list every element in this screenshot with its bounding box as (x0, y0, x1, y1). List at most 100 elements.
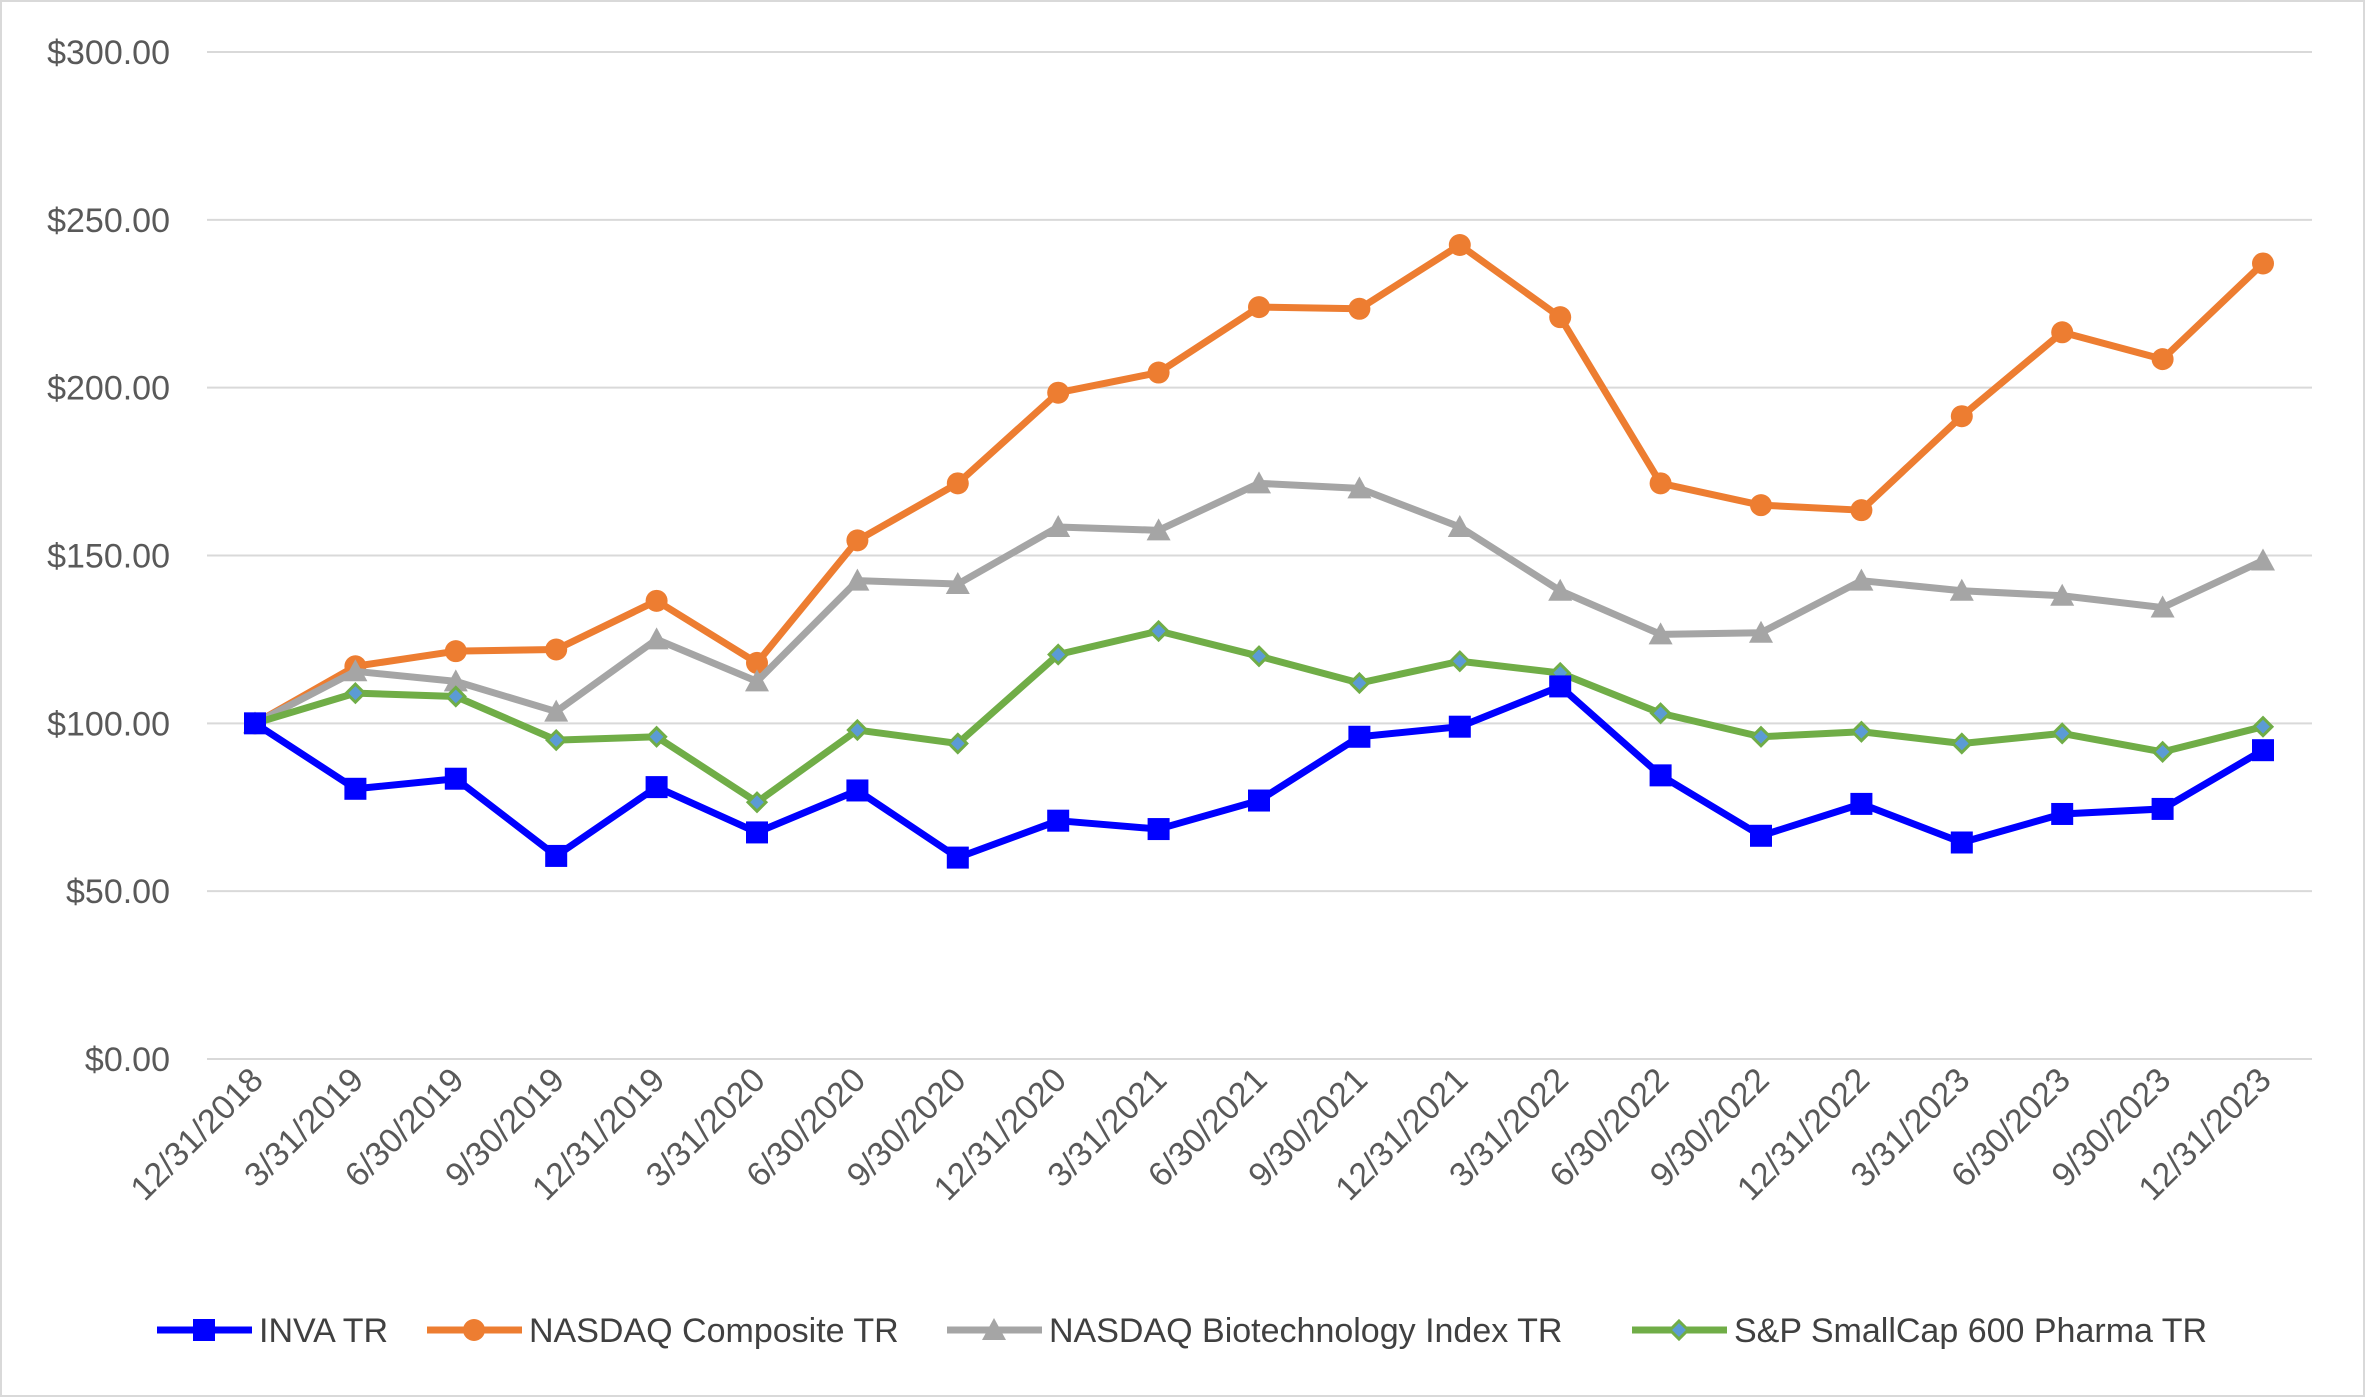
inva-tr-point (746, 821, 768, 844)
nasdaq-biotechnology-index-tr-point (745, 669, 769, 692)
s-p-smallcap-600-pharma-tr-point (1649, 702, 1672, 725)
nasdaq-composite-tr-point (545, 638, 568, 661)
y-tick-label: $50.00 (66, 873, 170, 911)
inva-tr-point (545, 844, 568, 867)
legend-label: NASDAQ Composite TR (529, 1312, 899, 1350)
nasdaq-biotechnology-index-tr-point (1648, 622, 1673, 645)
nasdaq-composite-tr-point (1147, 361, 1170, 384)
nasdaq-biotechnology-index-tr-line (253, 479, 2265, 727)
nasdaq-biotechnology-index-tr-point (544, 699, 569, 722)
nasdaq-composite-tr-point (645, 589, 668, 612)
legend-nasdaq-biotechnology-index-tr-point (982, 1318, 1006, 1340)
s-p-smallcap-600-pharma-tr-point (2051, 722, 2074, 745)
inva-tr-point (846, 779, 869, 802)
nasdaq-composite-tr-point (1348, 297, 1371, 320)
inva-tr-point (444, 767, 467, 790)
legend-item-s-p-smallcap-600-pharma-tr[interactable]: S&P SmallCap 600 Pharma TR (1632, 1312, 2207, 1350)
y-tick-label: $0.00 (85, 1041, 170, 1079)
inva-tr-point (2051, 802, 2074, 825)
nasdaq-composite-tr-point (1850, 499, 1873, 522)
s-p-smallcap-600-pharma-tr-point (2151, 740, 2174, 763)
inva-tr-point (1147, 818, 1170, 841)
legend-inva-tr-point (193, 1319, 215, 1341)
legend-s-p-smallcap-600-pharma-tr-point (1667, 1318, 1691, 1342)
s-p-smallcap-600-pharma-tr-point (344, 682, 367, 705)
s-p-smallcap-600-pharma-tr-point (1247, 645, 1271, 668)
nasdaq-composite-tr-point (444, 640, 467, 663)
legend-item-inva-tr[interactable]: INVA TR (157, 1312, 388, 1350)
s-p-smallcap-600-pharma-tr-point (645, 725, 668, 748)
nasdaq-biotechnology-index-tr-point (1548, 578, 1573, 601)
inva-tr-point (1448, 715, 1471, 738)
inva-tr-point (1248, 789, 1270, 812)
nasdaq-biotechnology-index-tr-point (2251, 548, 2275, 571)
nasdaq-biotechnology-index-tr-point (1849, 568, 1874, 591)
s-p-smallcap-600-pharma-tr-point (1348, 671, 1371, 695)
s-p-smallcap-600-pharma-tr-point (1047, 643, 1070, 666)
s-p-smallcap-600-pharma-tr-point (946, 732, 969, 755)
legend-label: INVA TR (259, 1312, 388, 1350)
y-tick-label: $100.00 (47, 705, 170, 743)
y-tick-label: $300.00 (47, 34, 170, 72)
nasdaq-composite-tr-point (2051, 321, 2074, 344)
inva-tr-point (244, 712, 266, 735)
legend-item-nasdaq-composite-tr[interactable]: NASDAQ Composite TR (427, 1312, 899, 1350)
inva-tr-point (1649, 764, 1672, 787)
nasdaq-biotechnology-index-tr-point (2050, 583, 2075, 606)
legend-item-nasdaq-biotechnology-index-tr[interactable]: NASDAQ Biotechnology Index TR (947, 1312, 1562, 1350)
y-tick-label: $200.00 (47, 370, 170, 408)
inva-tr-point (1549, 675, 1572, 698)
nasdaq-biotechnology-index-tr-point (1146, 518, 1171, 541)
nasdaq-biotechnology-index-tr-point (343, 659, 368, 682)
nasdaq-biotechnology-index-tr-point (443, 669, 468, 692)
nasdaq-composite-tr-point (746, 651, 768, 674)
nasdaq-composite-tr-point (2151, 348, 2174, 371)
s-p-smallcap-600-pharma-tr-point (1950, 732, 1973, 755)
nasdaq-composite-tr-point (1950, 405, 1973, 428)
y-axis-ticks: $0.00 $50.00 $100.00 $150.00 $200.00 $250.00 $… (47, 34, 170, 1079)
nasdaq-biotechnology-index-tr-point (1347, 476, 1372, 499)
inva-tr-point (2252, 739, 2274, 762)
nasdaq-composite-tr-point (2252, 252, 2274, 275)
x-axis-ticks: 12/31/20183/31/20196/30/20199/30/201912/… (123, 1061, 2278, 1208)
legend-nasdaq-composite-tr-point (463, 1319, 485, 1341)
inva-tr-point (1850, 792, 1873, 815)
inva-tr-point (344, 777, 367, 800)
series-nasdaq-composite-tr (244, 234, 2274, 735)
y-tick-label: $150.00 (47, 538, 170, 576)
legend-label: S&P SmallCap 600 Pharma TR (1734, 1312, 2207, 1350)
inva-tr-point (1047, 809, 1070, 832)
inva-tr-point (946, 846, 969, 869)
s-p-smallcap-600-pharma-tr-point (1749, 725, 1773, 748)
inva-tr-point (1950, 831, 1973, 854)
inva-tr-point (2151, 797, 2174, 820)
s-p-smallcap-600-pharma-tr-point (444, 685, 467, 708)
s-p-smallcap-600-pharma-tr-point (846, 718, 869, 742)
nasdaq-composite-tr-point (1248, 296, 1270, 319)
s-p-smallcap-600-pharma-tr-point (745, 791, 769, 814)
nasdaq-biotechnology-index-tr-point (2150, 595, 2175, 618)
s-p-smallcap-600-pharma-tr-point (2251, 715, 2275, 738)
s-p-smallcap-600-pharma-tr-point (1448, 650, 1471, 673)
nasdaq-composite-tr-point (1750, 494, 1772, 517)
x-tick-label: 12/31/2018 (123, 1061, 270, 1208)
series-nasdaq-biotechnology-index-tr (243, 471, 2275, 734)
s-p-smallcap-600-pharma-tr-point (1850, 720, 1873, 743)
nasdaq-composite-tr-point (1649, 472, 1672, 495)
nasdaq-composite-tr-point (1047, 381, 1070, 404)
nasdaq-biotechnology-index-tr-point (1046, 514, 1071, 537)
nasdaq-biotechnology-index-tr-point (845, 568, 870, 591)
nasdaq-composite-tr-point (1448, 234, 1471, 257)
y-tick-label: $250.00 (47, 202, 170, 240)
nasdaq-biotechnology-index-tr-point (1247, 471, 1271, 494)
nasdaq-composite-tr-point (946, 472, 969, 495)
inva-tr-point (645, 776, 668, 799)
s-p-smallcap-600-pharma-tr-point (545, 728, 568, 752)
s-p-smallcap-600-pharma-tr-point (1147, 619, 1170, 643)
nasdaq-biotechnology-index-tr-point (1749, 620, 1773, 643)
nasdaq-composite-tr-point (846, 529, 869, 552)
nasdaq-biotechnology-index-tr-point (1447, 514, 1472, 537)
nasdaq-composite-tr-point (1549, 306, 1572, 329)
